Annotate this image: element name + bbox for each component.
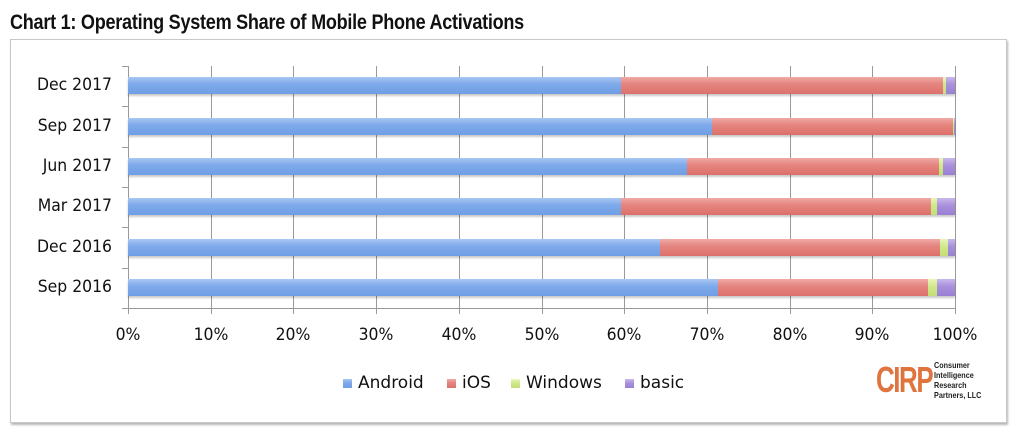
bar-segment-basic [942,157,955,175]
x-tick [458,308,460,314]
gridline [541,66,543,308]
y-tick [122,106,128,108]
bar-segment-android [128,157,688,175]
x-tick [128,308,129,314]
stacked-bar [128,278,955,296]
legend-label: Android [358,373,424,393]
y-category-label: Sep 2017 [37,115,112,136]
y-axis [128,66,129,308]
x-tick-label: 30% [358,325,394,345]
bar-segment-windows [952,117,955,135]
bar-segment-windows [931,198,937,216]
gridline [293,66,295,308]
bar-segment-basic [947,238,955,256]
legend-label: iOS [462,373,491,393]
android-swatch-icon [343,378,352,388]
logo-text: Consumer Intelligence Research Partners,… [934,360,981,400]
bar-segment-android [128,278,718,296]
x-tick [210,308,212,314]
bar-segment-android [128,198,621,216]
ios-swatch-icon [447,378,456,388]
x-tick-label: 0% [115,325,141,345]
x-tick-label: 70% [689,325,725,345]
chart-frame [10,39,1007,423]
bar-segment-ios [620,198,932,216]
x-tick [624,308,626,314]
bar-segment-android [128,117,712,135]
chart-title: Chart 1: Operating System Share of Mobil… [10,11,524,34]
gridline [624,66,626,308]
logo-line: Partners, LLC [934,390,982,400]
y-tick [122,187,128,188]
legend-label: Windows [526,373,602,393]
bar-segment-android [128,77,621,95]
x-tick-label: 60% [606,325,642,345]
bar-segment-ios [717,278,928,296]
x-tick [872,308,874,314]
y-category-label: Mar 2017 [37,196,112,217]
logo-line: Intelligence [934,370,974,380]
x-tick [789,308,791,314]
x-tick-label: 10% [193,325,229,345]
x-tick-label: 50% [524,325,559,345]
legend-item-windows: Windows [511,373,602,393]
bar-segment-windows [942,77,946,95]
gridline [376,66,378,308]
bar-segment-basic [936,278,955,296]
y-category-label: Dec 2016 [36,236,113,257]
bar-segment-basic [945,77,955,95]
gridline [872,66,874,308]
bar-segment-windows [939,157,943,175]
legend-label: basic [640,373,685,393]
stacked-bar [128,77,955,95]
bar-segment-basic [954,117,955,135]
stacked-bar [128,238,955,256]
x-tick [706,308,708,314]
y-tick [122,308,128,309]
stacked-bar [128,198,955,216]
x-tick [376,308,378,314]
cirp-logo: CIRP Consumer Intelligence Research Part… [876,360,990,400]
logo-line: Research [934,380,967,390]
logo-mark: CIRP [876,359,934,400]
x-tick [541,308,543,314]
legend-item-ios: iOS [447,373,491,393]
gridline [955,66,956,308]
bar-segment-ios [711,117,953,135]
x-tick-label: 90% [854,325,890,345]
stacked-bar [128,117,955,135]
gridline [458,66,460,308]
stacked-bar [128,157,955,175]
x-tick [293,308,295,314]
x-tick-label: 20% [275,325,311,345]
legend-item-android: Android [343,373,424,393]
y-category-label: Sep 2016 [37,276,112,297]
bar-segment-windows [927,278,937,296]
bar-segment-basic [936,198,955,216]
x-tick [955,308,956,314]
x-tick-label: 40% [441,325,477,345]
basic-swatch-icon [625,378,634,388]
y-tick [122,227,128,229]
x-axis [122,308,956,309]
bar-segment-windows [940,238,948,256]
bar-segment-ios [659,238,941,256]
x-tick-label: 100% [932,325,978,345]
windows-swatch-icon [511,378,520,388]
legend-item-basic: basic [625,373,684,393]
y-category-label: Jun 2017 [42,155,112,176]
y-category-label: Dec 2017 [36,75,113,96]
y-tick [122,267,128,269]
bar-segment-ios [687,157,940,175]
logo-line: Consumer [934,360,970,370]
y-tick [122,146,128,148]
x-tick-label: 80% [772,325,807,345]
bar-segment-ios [620,77,943,95]
gridline [706,66,708,308]
y-tick [122,66,128,67]
gridline [789,66,791,308]
gridline [210,66,212,308]
bar-segment-android [128,238,660,256]
